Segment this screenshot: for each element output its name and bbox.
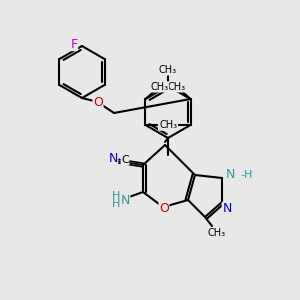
Text: CH₃: CH₃ <box>158 120 176 130</box>
Text: F: F <box>70 38 78 50</box>
Text: N: N <box>108 152 118 166</box>
Text: -H: -H <box>240 170 252 180</box>
Text: N: N <box>120 194 130 206</box>
Text: H: H <box>112 191 120 201</box>
Text: CH₃: CH₃ <box>208 228 226 238</box>
Text: O: O <box>159 202 169 214</box>
Text: H: H <box>112 199 120 209</box>
Text: N: N <box>225 169 235 182</box>
Text: N: N <box>222 202 232 215</box>
Text: C: C <box>121 155 129 165</box>
Text: CH₃: CH₃ <box>159 65 177 75</box>
Text: CH₃: CH₃ <box>160 120 178 130</box>
Text: CH₃: CH₃ <box>167 82 186 92</box>
Text: CH₃: CH₃ <box>150 82 169 92</box>
Text: O: O <box>93 97 103 110</box>
